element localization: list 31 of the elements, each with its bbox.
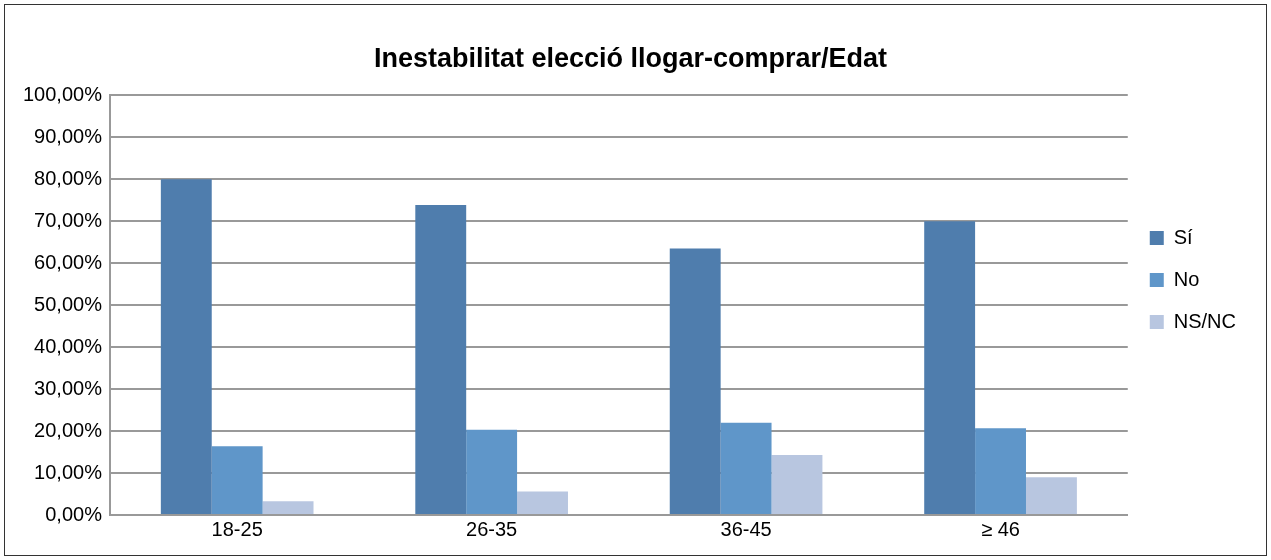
bar <box>771 455 823 514</box>
y-tick-label: 10,00% <box>34 460 103 483</box>
y-tick-label: 20,00% <box>34 418 103 441</box>
bar <box>160 179 212 514</box>
bar <box>975 428 1026 514</box>
x-tick-label: 36-45 <box>720 517 772 540</box>
y-tick-label: 80,00% <box>34 166 103 189</box>
bar <box>466 429 518 514</box>
y-tick-label: 90,00% <box>34 124 103 147</box>
bar <box>924 221 976 514</box>
bar <box>415 204 467 514</box>
y-tick-label: 50,00% <box>34 292 103 315</box>
bar <box>720 422 772 514</box>
y-tick-label: 40,00% <box>34 334 103 357</box>
legend-label: NS/NC <box>1173 309 1237 332</box>
bar <box>517 491 568 514</box>
x-tick-label: 18-25 <box>211 517 263 540</box>
x-tick-label: ≥ 46 <box>981 517 1020 540</box>
bar <box>669 248 721 514</box>
y-tick-label: 70,00% <box>34 208 103 231</box>
bar <box>211 446 263 514</box>
y-tick-label: 60,00% <box>34 250 103 273</box>
legend-label: No <box>1173 267 1200 290</box>
x-tick-label: 26-35 <box>466 517 518 540</box>
legend-label: Sí <box>1173 225 1194 248</box>
y-tick-label: 30,00% <box>34 376 103 399</box>
chart-title: Inestabilitat elecció llogar-comprar/Edat <box>373 42 888 73</box>
y-tick-label: 100,00% <box>22 82 103 105</box>
bar <box>1025 477 1077 514</box>
bar <box>262 501 314 514</box>
y-tick-label: 0,00% <box>45 502 103 525</box>
